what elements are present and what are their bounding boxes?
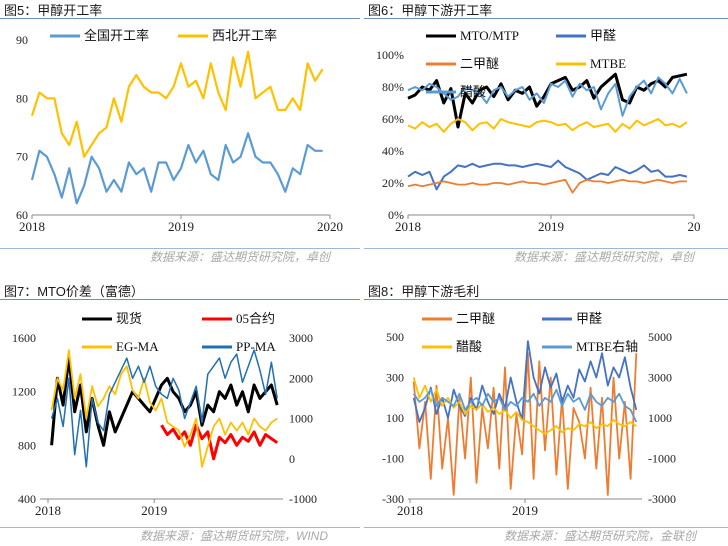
legend-label: 甲醛 <box>590 28 616 43</box>
y-tick-label: -100 <box>382 452 404 466</box>
y-tick-label: 100 <box>386 411 404 425</box>
legend-label: 西北开工率 <box>212 28 277 43</box>
series-line-醋酸 <box>407 76 688 117</box>
y-tick-label: 60 <box>16 208 28 222</box>
panel-title: 图7：MTO价差（富德） <box>4 284 144 299</box>
y2-tick-label: 1000 <box>648 411 672 425</box>
series-line-二甲醚 <box>407 178 687 194</box>
y2-tick-label: 3000 <box>289 331 313 345</box>
series-line-全国开工率 <box>30 132 323 205</box>
y2-tick-label: 1000 <box>289 412 313 426</box>
legend-label: 全国开工率 <box>84 28 149 43</box>
x-tick-label: 2019 <box>512 503 538 518</box>
y-tick-label: 90 <box>16 33 28 47</box>
data-source: 数据来源：盛达期货研究院，WIND <box>140 529 328 543</box>
y-tick-label: 70 <box>16 150 28 164</box>
x-tick-label: 20 <box>688 219 701 234</box>
y-tick-label: 60% <box>382 112 404 126</box>
series-line-MTO/MTP <box>407 72 688 129</box>
panel-downstream-margin: 图8：甲醇下游毛利 -300 -100 100 300 500 -3000 -1000 100… <box>364 281 728 546</box>
legend-label: 二甲醚 <box>456 311 495 326</box>
series-line-EG-MA <box>50 349 278 468</box>
panel-title: 图6：甲醇下游开工率 <box>368 3 493 18</box>
panel-mto-spread: 图7：MTO价差（富德） 400 800 1200 1600 -1000 0 1000 200… <box>0 281 364 546</box>
x-tick-label: 2019 <box>141 503 167 518</box>
y2-tick-label: 2000 <box>289 371 313 385</box>
x-tick-label: 2018 <box>19 219 45 234</box>
y2-tick-label: -3000 <box>648 492 676 506</box>
panel-downstream-operating-rate: 图6：甲醇下游开工率 0% 20% 40% 60% 80% 100% 2018 2019 20 M… <box>364 0 728 273</box>
legend-label: PP-MA <box>236 339 276 354</box>
series-line-西北开工率 <box>30 50 324 158</box>
x-tick-label: 2019 <box>538 219 564 234</box>
y2-tick-label: 3000 <box>648 371 672 385</box>
legend-label: MTBE右轴 <box>576 339 638 354</box>
data-source: 数据来源：盛达期货研究院，卓创 <box>150 250 331 264</box>
legend-label: EG-MA <box>116 339 159 354</box>
y-tick-label: 20% <box>382 176 404 190</box>
y-tick-label: 1600 <box>12 331 36 345</box>
legend-label: 现货 <box>116 311 142 326</box>
y-tick-label: -300 <box>382 492 404 506</box>
panel-methanol-operating-rate: 图5：甲醇开工率 60 70 80 90 2018 2019 2020 全国开工率 西北开工率 … <box>0 0 364 273</box>
mto-spread-chart: 400 800 1200 1600 -1000 0 1000 2000 3000 2018 2019… <box>12 311 317 518</box>
methanol-operating-rate-chart: 60 70 80 90 2018 2019 2020 全国开工率 西北开工率 <box>16 28 343 234</box>
x-tick-label: 2018 <box>35 503 61 518</box>
x-tick-label: 2018 <box>397 503 423 518</box>
series-line-现货 <box>50 356 279 447</box>
series-line-二甲醚 <box>412 352 638 496</box>
data-source: 数据来源：盛达期货研究院，卓创 <box>514 250 695 264</box>
x-tick-label: 2020 <box>317 219 343 234</box>
y-tick-label: 800 <box>18 438 36 452</box>
legend-label: 二甲醚 <box>460 56 499 71</box>
y-tick-label: 400 <box>18 492 36 506</box>
y-tick-label: 80 <box>16 91 28 105</box>
legend-label: MTBE <box>590 56 626 71</box>
y-tick-label: 100% <box>376 48 404 62</box>
y2-tick-label: -1000 <box>289 492 317 506</box>
y2-tick-label: 5000 <box>648 330 672 344</box>
legend-label: 醋酸 <box>460 84 486 99</box>
panel-title: 图8：甲醇下游毛利 <box>368 284 480 299</box>
y-tick-label: 300 <box>386 371 404 385</box>
legend-label: 甲醛 <box>576 311 602 326</box>
y-tick-label: 500 <box>386 330 404 344</box>
y2-tick-label: -1000 <box>648 452 676 466</box>
series-line-PP-MA <box>50 349 278 468</box>
legend-label: 05合约 <box>236 311 275 326</box>
legend-label: 醋酸 <box>456 339 482 354</box>
series-line-MTBE <box>407 118 688 133</box>
legend-label: MTO/MTP <box>460 28 519 43</box>
y-tick-label: 40% <box>382 144 404 158</box>
data-source: 数据来源：盛达期货研究院，金联创 <box>504 529 697 543</box>
x-tick-label: 2018 <box>395 219 421 234</box>
y-tick-label: 1200 <box>12 385 36 399</box>
downstream-margin-chart: -300 -100 100 300 500 -3000 -1000 1000 3000 5000 2… <box>382 311 676 518</box>
series-line-MTBE右轴 <box>412 388 638 423</box>
series-line-甲醛 <box>407 159 688 191</box>
panel-title: 图5：甲醇开工率 <box>4 3 103 18</box>
y-tick-label: 80% <box>382 80 404 94</box>
y-tick-label: 0% <box>388 208 404 222</box>
x-tick-label: 2019 <box>168 219 194 234</box>
y2-tick-label: 0 <box>289 452 295 466</box>
downstream-operating-rate-chart: 0% 20% 40% 60% 80% 100% 2018 2019 20 MTO/MTP 甲醛二甲醚… <box>376 28 701 234</box>
